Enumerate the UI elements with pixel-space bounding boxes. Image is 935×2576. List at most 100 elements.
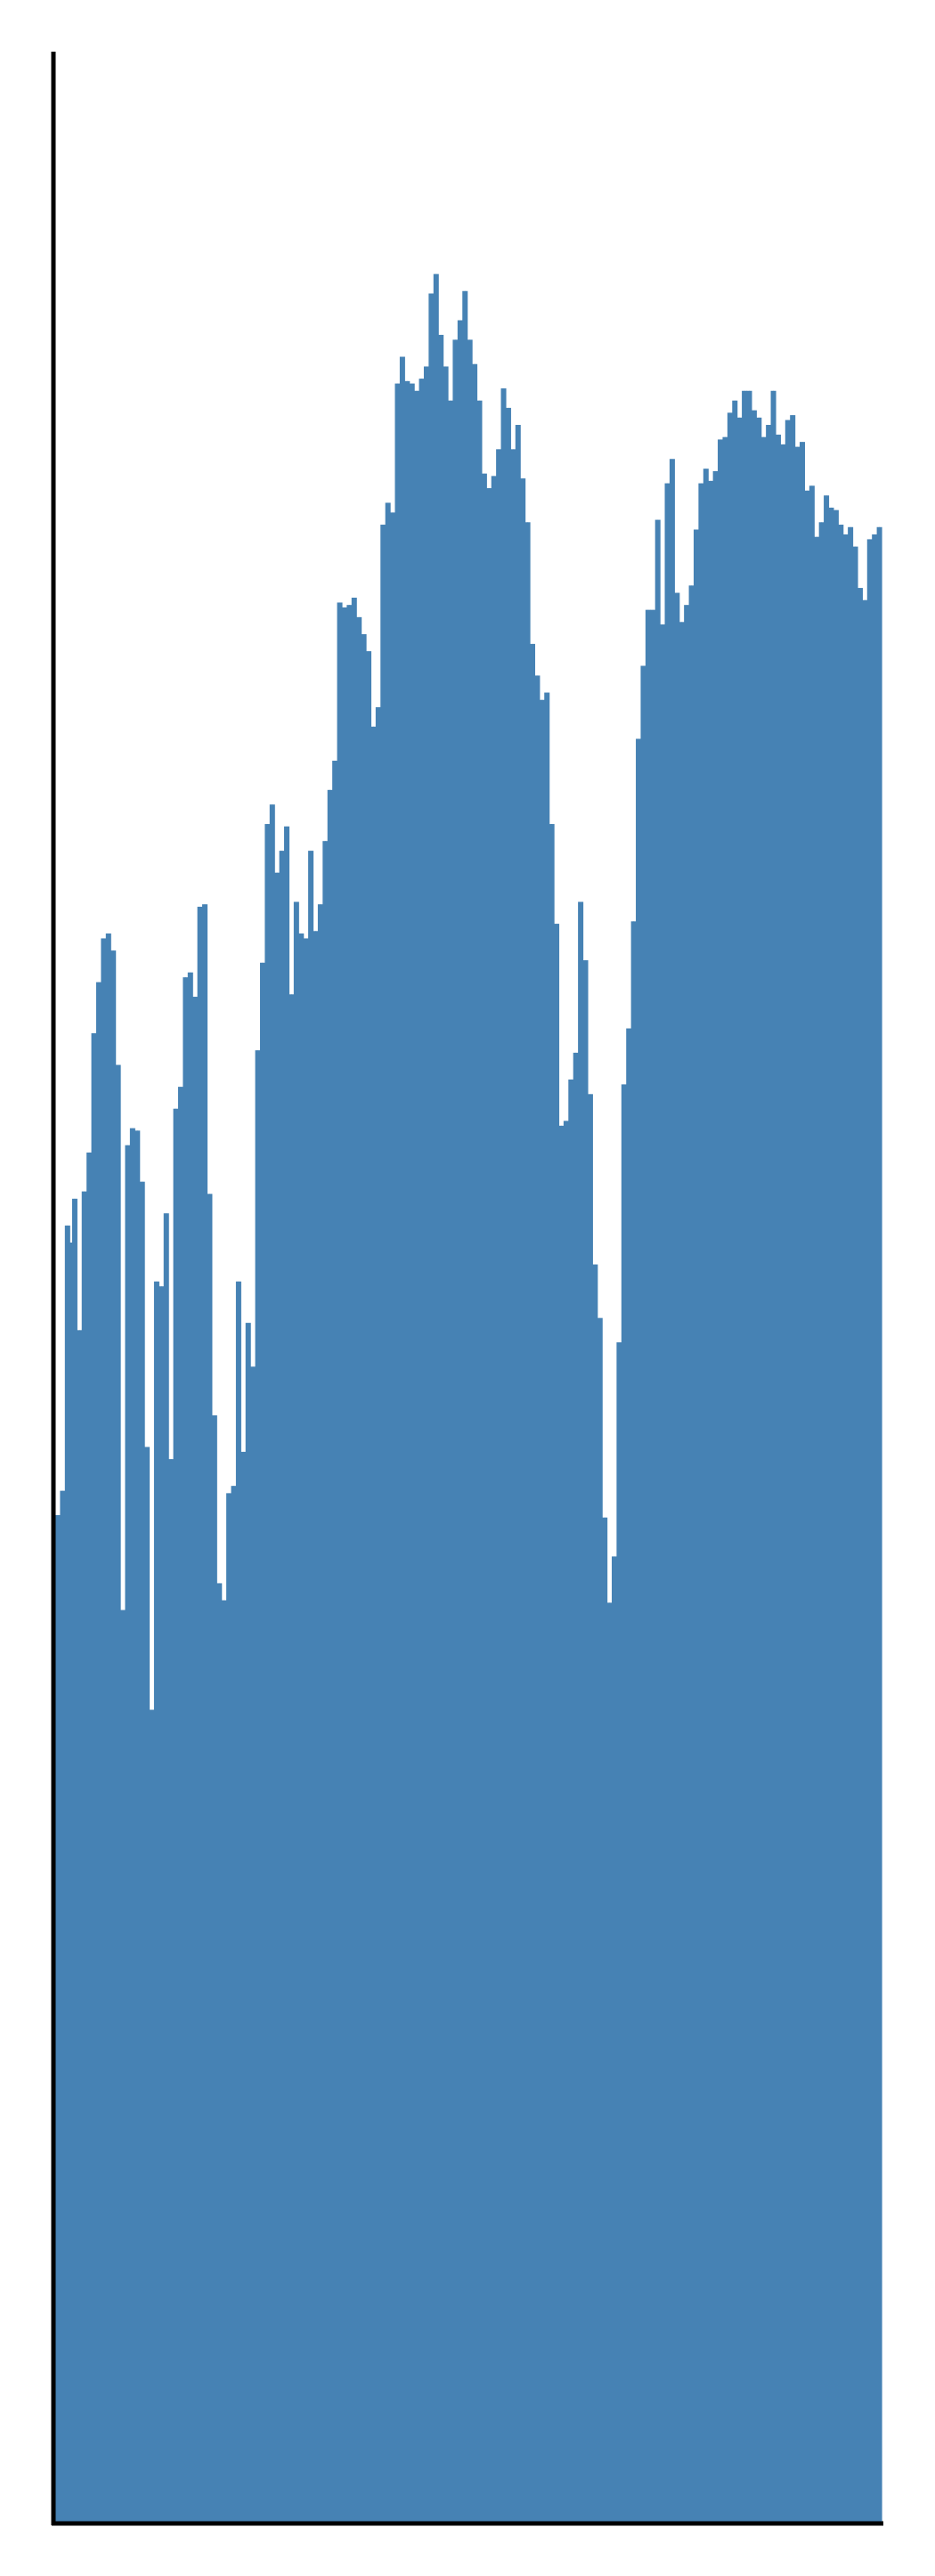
bar bbox=[103, 938, 107, 2523]
bar bbox=[744, 390, 748, 2523]
bar bbox=[508, 407, 511, 2523]
bar bbox=[630, 921, 634, 2523]
bar bbox=[866, 539, 871, 2523]
bar bbox=[807, 490, 810, 2523]
bar bbox=[643, 665, 646, 2523]
bar bbox=[329, 789, 333, 2523]
bar bbox=[168, 1459, 172, 2523]
bar bbox=[633, 921, 637, 2523]
bar bbox=[252, 1366, 256, 2523]
bar bbox=[136, 1130, 141, 2523]
bar bbox=[221, 1600, 224, 2523]
bar bbox=[481, 473, 485, 2523]
bar bbox=[638, 738, 642, 2523]
bar bbox=[710, 480, 714, 2523]
bar bbox=[575, 1052, 579, 2523]
bar bbox=[209, 1194, 213, 2523]
bar bbox=[534, 675, 538, 2523]
bar bbox=[411, 383, 415, 2523]
bar bbox=[248, 1323, 251, 2523]
bar bbox=[551, 824, 555, 2523]
bar bbox=[300, 933, 305, 2523]
bar bbox=[595, 1264, 598, 2523]
bar bbox=[657, 519, 661, 2523]
bar bbox=[118, 1064, 121, 2523]
bar bbox=[766, 425, 769, 2523]
bar bbox=[753, 410, 757, 2523]
bar bbox=[187, 972, 191, 2523]
bar bbox=[818, 522, 822, 2523]
bar bbox=[86, 1152, 90, 2523]
bar bbox=[419, 379, 422, 2523]
bar bbox=[286, 826, 290, 2523]
bar bbox=[264, 824, 268, 2523]
bar bbox=[809, 485, 813, 2523]
bar bbox=[568, 1079, 572, 2523]
bar bbox=[448, 400, 451, 2523]
bar bbox=[414, 390, 418, 2523]
bar bbox=[636, 738, 639, 2523]
bar bbox=[614, 1556, 617, 2523]
bar bbox=[67, 1225, 70, 2523]
bar bbox=[325, 841, 329, 2523]
bar bbox=[532, 643, 536, 2523]
bar bbox=[279, 851, 282, 2523]
bar bbox=[397, 383, 401, 2523]
bar bbox=[872, 534, 875, 2523]
bar bbox=[790, 415, 793, 2523]
bar bbox=[105, 933, 110, 2523]
axes-group bbox=[51, 52, 883, 2526]
bar bbox=[197, 906, 200, 2523]
bar bbox=[698, 483, 702, 2523]
bar bbox=[431, 293, 435, 2523]
bar bbox=[373, 726, 377, 2523]
bar bbox=[505, 407, 509, 2523]
bar bbox=[55, 1514, 59, 2523]
bar bbox=[814, 536, 817, 2523]
bar bbox=[382, 525, 386, 2523]
bar bbox=[163, 1213, 167, 2523]
bar bbox=[520, 478, 524, 2523]
bar bbox=[228, 1493, 232, 2523]
bar bbox=[71, 1198, 76, 2523]
bar bbox=[742, 390, 745, 2523]
bar bbox=[626, 1028, 630, 2523]
bar bbox=[94, 1033, 97, 2523]
bar bbox=[544, 692, 548, 2523]
bar bbox=[423, 366, 427, 2523]
bar bbox=[556, 924, 560, 2523]
bar bbox=[327, 789, 331, 2523]
bar bbox=[722, 436, 726, 2523]
bar bbox=[811, 485, 815, 2523]
bar bbox=[315, 931, 319, 2523]
bar bbox=[746, 390, 750, 2523]
bar bbox=[366, 651, 370, 2523]
bar bbox=[703, 469, 707, 2523]
bar bbox=[720, 439, 724, 2523]
bar bbox=[291, 994, 295, 2523]
bar bbox=[153, 1281, 158, 2523]
bar bbox=[185, 977, 189, 2523]
bar bbox=[62, 1490, 66, 2523]
bar bbox=[149, 1709, 152, 2523]
bar bbox=[127, 1145, 131, 2523]
bar bbox=[472, 363, 476, 2523]
bar bbox=[79, 1330, 83, 2523]
bar bbox=[175, 1108, 179, 2523]
bar bbox=[445, 366, 449, 2523]
bar bbox=[821, 522, 825, 2523]
bar bbox=[259, 962, 264, 2523]
bar bbox=[828, 507, 832, 2523]
bar bbox=[491, 476, 495, 2523]
bar bbox=[173, 1108, 176, 2523]
bar bbox=[848, 526, 851, 2523]
bar bbox=[455, 339, 459, 2523]
bar bbox=[464, 290, 468, 2523]
bar bbox=[134, 1130, 138, 2523]
bar bbox=[390, 512, 394, 2523]
bar bbox=[115, 1064, 118, 2523]
bar bbox=[433, 273, 437, 2523]
bar bbox=[695, 529, 699, 2523]
bar bbox=[101, 938, 104, 2523]
